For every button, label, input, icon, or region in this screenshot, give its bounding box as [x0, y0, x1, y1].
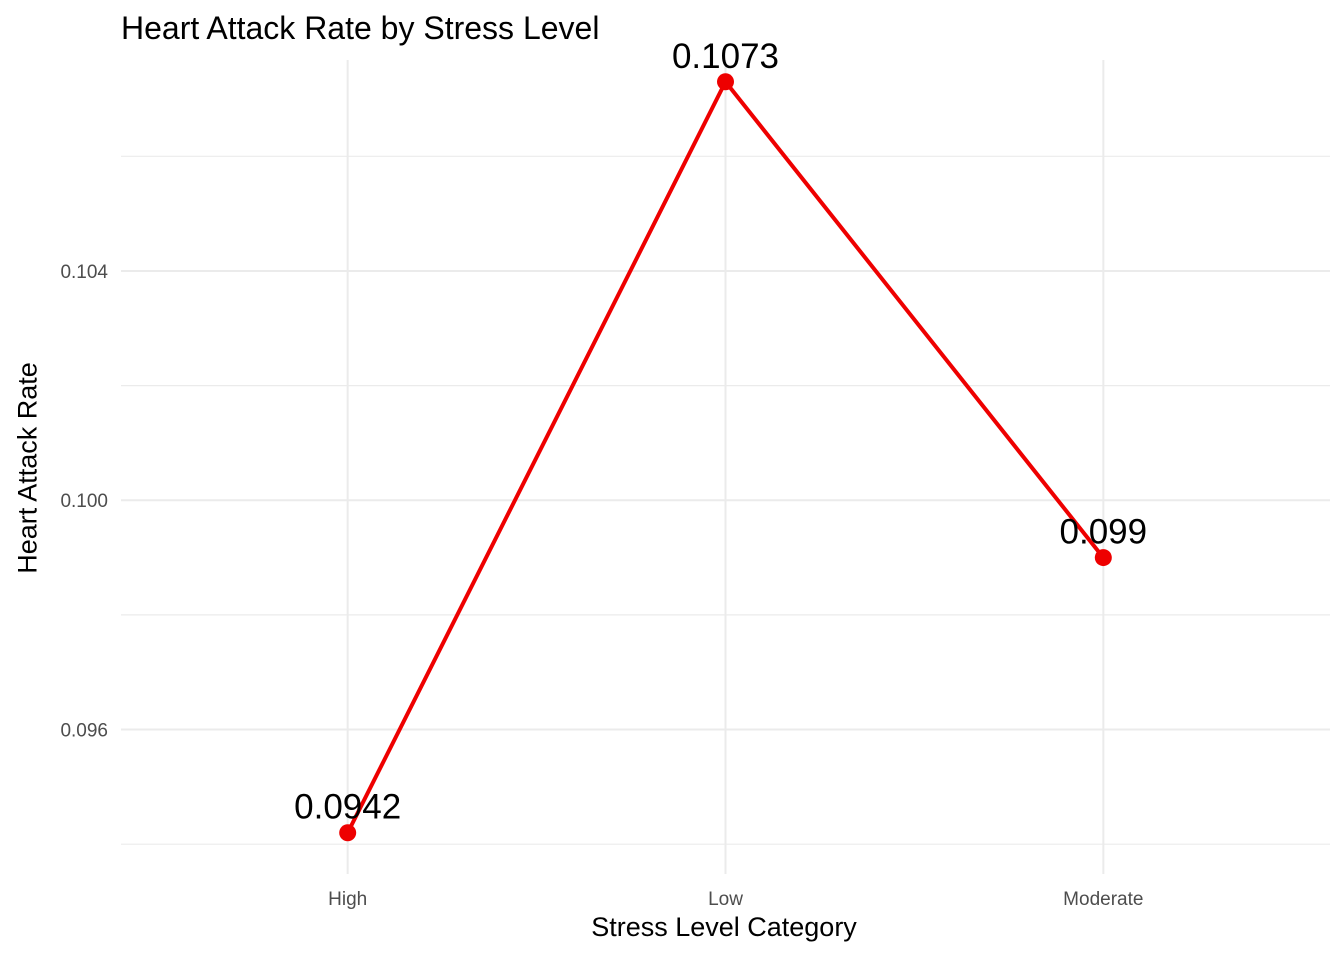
chart-title: Heart Attack Rate by Stress Level	[121, 10, 600, 46]
data-labels: 0.0942 0.1073 0.099	[294, 37, 1147, 827]
y-axis-title: Heart Attack Rate	[12, 362, 43, 574]
data-point	[717, 73, 734, 91]
major-gridlines	[121, 60, 1330, 874]
data-label: 0.0942	[294, 788, 401, 827]
y-tick-label: 0.100	[60, 491, 108, 512]
data-label: 0.1073	[672, 37, 779, 76]
x-tick-label: Low	[708, 889, 743, 910]
y-axis-tick-labels: 0.096 0.100 0.104	[60, 262, 108, 742]
x-axis-tick-labels: High Low Moderate	[328, 889, 1143, 910]
y-tick-label: 0.104	[60, 262, 108, 283]
x-axis-title: Stress Level Category	[591, 912, 857, 942]
x-tick-label: Moderate	[1063, 889, 1143, 910]
x-tick-label: High	[328, 889, 367, 910]
data-points	[339, 73, 1112, 842]
data-label: 0.099	[1060, 513, 1148, 552]
data-point	[1094, 549, 1112, 567]
data-point	[339, 824, 357, 842]
y-tick-label: 0.096	[60, 721, 108, 742]
